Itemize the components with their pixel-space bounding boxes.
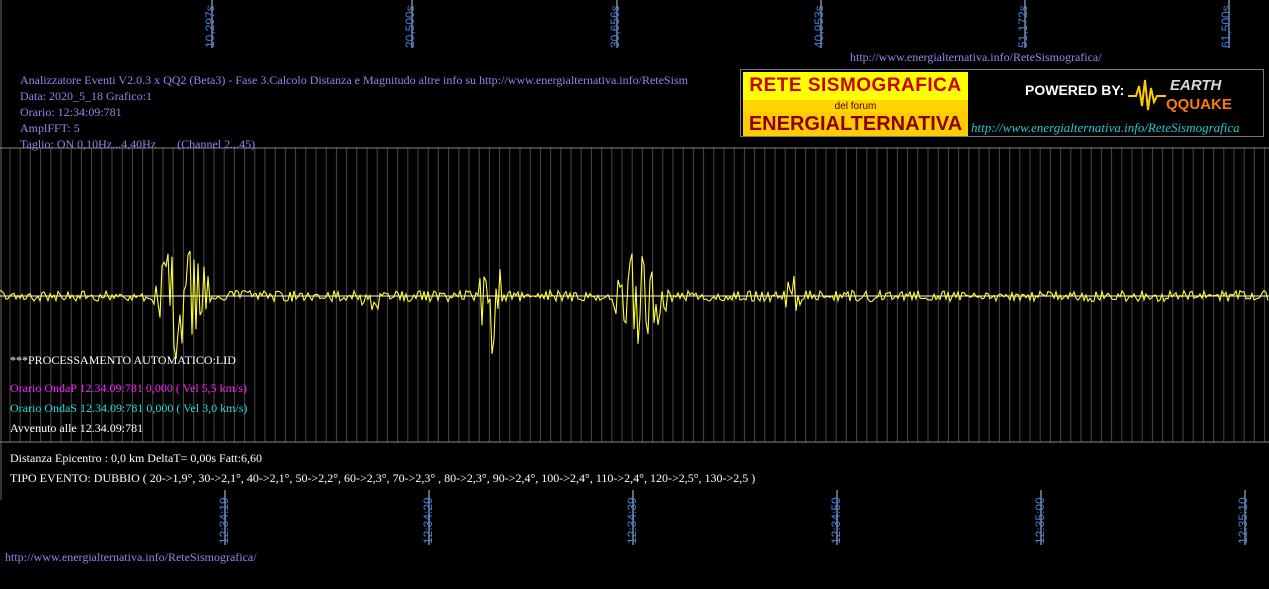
distanza-epicentro: Distanza Epicentro : 0,0 km DeltaT= 0,00…: [10, 451, 262, 466]
bottom-time-label: 12:34:39: [625, 497, 639, 544]
logo-left-panel: RETE SISMOGRAFICA del forum ENERGIALTERN…: [743, 72, 968, 134]
top-tick-marks: [212, 0, 1229, 48]
logo-powered-text: POWERED BY:: [1025, 82, 1124, 98]
rete-sismografica-logo[interactable]: RETE SISMOGRAFICA del forum ENERGIALTERN…: [740, 69, 1264, 137]
top-time-label: 40,953s: [812, 5, 826, 48]
top-time-label: 61,500s: [1219, 5, 1233, 48]
logo-energ-text: ENERGIALTERNATIVA: [743, 112, 968, 136]
bottom-time-label: 12:34:50: [829, 497, 843, 544]
top-time-label: 51,172s: [1016, 5, 1030, 48]
logo-quake-text: QQUAKE: [1166, 96, 1232, 113]
avvenuto-time: Avvenuto alle 12.34.09:781: [10, 421, 143, 436]
analyzer-info: Analizzatore Eventi V2.0.3 x QQ2 (Beta3)…: [20, 72, 688, 152]
seismic-trace: [0, 251, 1268, 359]
top-time-label: 30,656s: [608, 5, 622, 48]
top-time-label: 10,297s: [203, 5, 217, 48]
bottom-tick-marks: [225, 490, 1245, 545]
earthquake-logo-icon: EARTH QQUAKE: [1126, 74, 1238, 114]
bottom-time-label: 12:35:10: [1236, 497, 1250, 544]
analyzer-title: Analizzatore Eventi V2.0.3 x QQ2 (Beta3)…: [20, 72, 688, 88]
analyzer-time: Orario: 12:34:09:781: [20, 104, 688, 120]
analyzer-ampl: AmplFFT: 5: [20, 120, 688, 136]
processing-title: ***PROCESSAMENTO AUTOMATICO:LID: [10, 353, 236, 368]
analyzer-filter: Taglio: ON 0,10Hz...4,40Hz (Channel 2...…: [20, 136, 688, 152]
bottom-time-label: 12:34:29: [421, 497, 435, 544]
bottom-time-label: 12:35:00: [1033, 497, 1047, 544]
tipo-evento: TIPO EVENTO: DUBBIO ( 20->1,9°, 30->2,1°…: [10, 471, 755, 486]
header-url-link[interactable]: http://www.energialternativa.info/ReteSi…: [850, 50, 1102, 65]
onda-s-time: Orario OndaS 12.34.09:781 0,000 ( Vel 3,…: [10, 401, 247, 416]
bottom-time-label: 12:34:19: [217, 497, 231, 544]
top-time-label: 20,500s: [403, 5, 417, 48]
logo-url-text: http://www.energialternativa.info/ReteSi…: [971, 120, 1240, 136]
analyzer-date: Data: 2020_5_18 Grafico:1: [20, 88, 688, 104]
time-grid: [10, 148, 1265, 442]
logo-earth-text: EARTH: [1170, 77, 1223, 94]
logo-rete-text: RETE SISMOGRAFICA: [743, 72, 968, 100]
onda-p-time: Orario OndaP 12.34.09:781 0,000 ( Vel 5,…: [10, 381, 247, 396]
footer-url-link[interactable]: http://www.energialternativa.info/ReteSi…: [5, 550, 257, 565]
